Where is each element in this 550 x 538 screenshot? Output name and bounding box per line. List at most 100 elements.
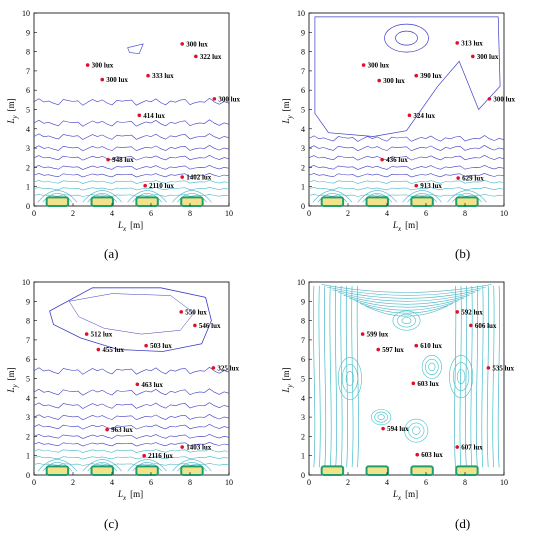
y-axis-label: Ly[m] <box>6 367 19 393</box>
y-tick-label: 8 <box>26 48 30 57</box>
caption-c: (c) <box>104 516 119 531</box>
x-tick-label: 10 <box>500 209 508 218</box>
x-tick-label: 2 <box>71 478 75 487</box>
contour-line <box>497 285 500 468</box>
contour-line <box>68 293 195 335</box>
y-tick-label: 2 <box>301 432 305 441</box>
contour-line <box>37 190 78 203</box>
contour-line <box>33 455 230 460</box>
contour-line <box>308 154 505 161</box>
measurement-point <box>361 63 366 67</box>
measurement-point <box>180 445 184 449</box>
x-tick-label: 0 <box>307 478 311 487</box>
x-tick-label: 4 <box>110 478 114 487</box>
measurement-point <box>144 343 148 348</box>
measurement-point <box>469 323 473 328</box>
x-axis-label: Lx [m] <box>392 220 418 233</box>
contour-line <box>348 297 465 308</box>
point-label: 300 lux <box>92 62 114 70</box>
measurement-point <box>194 54 198 59</box>
measurement-point <box>414 343 419 348</box>
contour-line <box>132 193 162 203</box>
luminaire <box>135 196 159 208</box>
measurement-point <box>137 113 142 118</box>
measurement-point <box>212 97 217 101</box>
contour-line <box>377 414 385 420</box>
point-label: 592 lux <box>461 308 483 316</box>
contour-line <box>341 364 359 393</box>
contour-line <box>33 172 230 178</box>
measurement-point <box>106 157 110 162</box>
point-label: 390 lux <box>420 72 442 80</box>
measurement-point <box>381 426 385 431</box>
y-tick-label: 4 <box>301 394 305 403</box>
luminaire <box>45 465 70 477</box>
point-label: 436 lux <box>386 156 408 164</box>
point-label: 300 lux <box>493 95 515 103</box>
contour-line <box>407 193 437 203</box>
chart-panel-d: 0 2 4 6 8 10 0 1 2 3 4 5 6 7 8 9 10 Lx [m] Ly[m] 592 lux 606 … <box>281 278 514 502</box>
measurement-point <box>455 310 459 314</box>
caption-b: (b) <box>455 246 471 261</box>
contour-line <box>172 459 212 472</box>
measurement-point <box>135 382 140 387</box>
measurement-point <box>180 42 184 46</box>
point-label: 2110 lux <box>149 182 174 190</box>
point-label: 414 lux <box>143 112 165 120</box>
x-tick-label: 2 <box>346 478 350 487</box>
luminaire <box>365 465 389 477</box>
y-tick-label: 10 <box>297 9 305 18</box>
contour-line <box>33 414 230 421</box>
y-tick-label: 0 <box>301 202 305 211</box>
y-tick-label: 0 <box>26 202 30 211</box>
y-tick-label: 6 <box>26 86 30 95</box>
contour-line <box>308 193 505 197</box>
chart-panel-c: 0 2 4 6 8 10 0 1 2 3 4 5 6 7 8 9 10 Lx [m] Ly[m] 550 lux 546 … <box>6 278 239 502</box>
measurement-point <box>100 77 105 82</box>
luminaire <box>180 196 204 208</box>
contour-line <box>42 193 73 203</box>
luminaire <box>180 465 204 477</box>
point-label: 603 lux <box>417 380 439 388</box>
x-tick-label: 8 <box>188 478 192 487</box>
contour-line <box>308 135 505 142</box>
x-axis-label: Lx [m] <box>392 489 418 502</box>
luminaire <box>455 196 479 208</box>
luminaire <box>455 465 479 477</box>
contour-line <box>33 462 230 466</box>
caption-d: (d) <box>455 516 471 531</box>
contour-line <box>33 164 230 170</box>
y-tick-label: 7 <box>26 67 30 76</box>
point-label: 610 lux <box>420 342 442 350</box>
point-label: 597 lux <box>382 346 404 354</box>
contour-line <box>447 190 487 203</box>
contour-line <box>354 300 459 311</box>
point-label: 1403 lux <box>186 444 212 452</box>
luminaire <box>45 196 70 208</box>
y-tick-label: 7 <box>301 336 305 345</box>
contour-line <box>87 462 118 472</box>
measurement-point <box>85 63 90 67</box>
contour-line <box>332 289 481 299</box>
x-tick-label: 2 <box>71 209 75 218</box>
x-tick-label: 6 <box>149 209 153 218</box>
measurement-point <box>146 73 150 78</box>
point-label: 594 lux <box>387 425 409 433</box>
contour-line <box>37 459 78 472</box>
y-tick-label: 8 <box>301 317 305 326</box>
x-tick-label: 8 <box>463 209 467 218</box>
contour-line <box>329 285 332 468</box>
contour-line <box>172 190 212 203</box>
contour-line <box>421 355 442 379</box>
y-tick-label: 10 <box>297 278 305 287</box>
contour-line <box>453 362 470 392</box>
y-tick-label: 4 <box>26 125 30 134</box>
contour-line <box>33 193 230 197</box>
contour-line <box>33 119 230 127</box>
contour-line <box>362 193 393 203</box>
luminaire <box>320 465 345 477</box>
y-tick-label: 1 <box>26 183 30 192</box>
measurement-point <box>360 332 365 336</box>
y-tick-label: 6 <box>26 355 30 364</box>
contour-lines <box>33 287 230 472</box>
